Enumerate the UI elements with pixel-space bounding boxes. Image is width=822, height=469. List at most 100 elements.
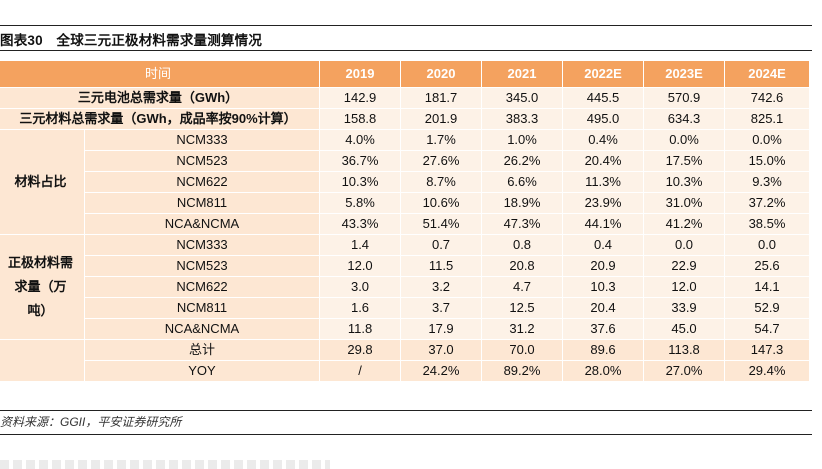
row-label: 三元电池总需求量（GWh） [0,87,321,109]
table-cell: 45.0 [643,318,726,340]
table-cell: 147.3 [724,339,811,361]
header-label: 时间 [0,60,321,88]
table-cell: 0.0% [724,129,811,151]
table-row: 三元电池总需求量（GWh） 142.9 181.7 345.0 445.5 570.9 74… [0,87,811,109]
table-cell: 22.9 [643,255,726,277]
table-cell: 345.0 [481,87,564,109]
table-cell: 26.2% [481,150,564,172]
title-rule [0,50,812,51]
table-row: NCM622 3.0 3.2 4.7 10.3 12.0 14.1 [0,276,811,298]
table-title: 图表30 全球三元正极材料需求量测算情况 [0,33,263,48]
table-cell: 0.0 [643,234,726,256]
table-bottom-rule [0,410,812,411]
table-cell: 17.9 [400,318,483,340]
table-cell: 0.4% [562,129,645,151]
table-row: NCM811 5.8% 10.6% 18.9% 23.9% 31.0% 37.2% [0,192,811,214]
row-label: YOY [83,360,321,382]
table-cell: 41.2% [643,213,726,235]
header-year: 2019 [319,60,402,88]
header-year: 2022E [562,60,645,88]
table-row: 三元材料总需求量（GWh，成品率按90%计算） 158.8 201.9 383.3 49… [0,108,811,130]
group-label-spacer [0,339,85,382]
table-cell: 51.4% [400,213,483,235]
table-cell: 12.5 [481,297,564,319]
table-cell: 113.8 [643,339,726,361]
row-label: NCM622 [83,276,321,298]
table-cell: 570.9 [643,87,726,109]
table-cell: 10.3 [562,276,645,298]
table-cell: 825.1 [724,108,811,130]
table-cell: 4.0% [319,129,402,151]
row-label: NCM333 [83,129,321,151]
table-cell: 37.6 [562,318,645,340]
table-cell: 10.3% [643,171,726,193]
bottom-rule [0,434,812,435]
table-cell: / [319,360,402,382]
header-year: 2020 [400,60,483,88]
header-year: 2023E [643,60,726,88]
table-cell: 29.8 [319,339,402,361]
table-cell: 201.9 [400,108,483,130]
table-row: 材料占比 NCM333 4.0% 1.7% 1.0% 0.4% 0.0% 0.0% [0,129,811,235]
table-cell: 495.0 [562,108,645,130]
table-cell: 0.8 [481,234,564,256]
table-cell: 20.4% [562,150,645,172]
table-cell: 17.5% [643,150,726,172]
table-cell: 20.4 [562,297,645,319]
table-cell: 634.3 [643,108,726,130]
row-label: NCA&NCMA [83,213,321,235]
table-cell: 1.4 [319,234,402,256]
table-cell: 20.8 [481,255,564,277]
table-cell: 181.7 [400,87,483,109]
table-cell: 445.5 [562,87,645,109]
table-cell: 47.3% [481,213,564,235]
table-cell: 37.2% [724,192,811,214]
table-cell: 36.7% [319,150,402,172]
table-cell: 38.5% [724,213,811,235]
row-label: NCA&NCMA [83,318,321,340]
table-cell: 27.0% [643,360,726,382]
table-row: NCA&NCMA 43.3% 51.4% 47.3% 44.1% 41.2% 38.5% [0,213,811,235]
table-cell: 1.7% [400,129,483,151]
table-row: 总计 29.8 37.0 70.0 89.6 113.8 147.3 [0,339,811,382]
table-cell: 23.9% [562,192,645,214]
table-cell: 31.0% [643,192,726,214]
table-cell: 142.9 [319,87,402,109]
faded-text-strip [0,460,330,469]
row-label: NCM523 [83,255,321,277]
table-cell: 25.6 [724,255,811,277]
table-cell: 1.6 [319,297,402,319]
table-cell: 11.5 [400,255,483,277]
table-cell: 18.9% [481,192,564,214]
row-label: 三元材料总需求量（GWh，成品率按90%计算） [0,108,321,130]
table-cell: 29.4% [724,360,811,382]
table-cell: 24.2% [400,360,483,382]
table-cell: 6.6% [481,171,564,193]
table-cell: 8.7% [400,171,483,193]
table-cell: 54.7 [724,318,811,340]
table-cell: 9.3% [724,171,811,193]
table-cell: 3.0 [319,276,402,298]
table-row: 正极材料需 求量（万 吨） NCM333 1.4 0.7 0.8 0.4 0.0 0.0 [0,234,811,340]
table-cell: 44.1% [562,213,645,235]
row-label: 总计 [83,339,321,361]
table-row: NCM811 1.6 3.7 12.5 20.4 33.9 52.9 [0,297,811,319]
table-row: NCA&NCMA 11.8 17.9 31.2 37.6 45.0 54.7 [0,318,811,340]
table-cell: 20.9 [562,255,645,277]
table-cell: 3.7 [400,297,483,319]
data-table: 时间 2019 2020 2021 2022E 2023E 2024E 三元电池… [0,60,811,382]
table-cell: 43.3% [319,213,402,235]
group-label: 正极材料需 求量（万 吨） [0,234,85,340]
table-cell: 89.6 [562,339,645,361]
row-label: NCM811 [83,297,321,319]
table-cell: 1.0% [481,129,564,151]
header-row: 时间 2019 2020 2021 2022E 2023E 2024E [0,60,811,88]
table-cell: 742.6 [724,87,811,109]
group-label-line: 吨） [27,303,54,318]
table-cell: 158.8 [319,108,402,130]
table-cell: 12.0 [643,276,726,298]
table-cell: 0.7 [400,234,483,256]
table-cell: 15.0% [724,150,811,172]
table-cell: 52.9 [724,297,811,319]
table-cell: 383.3 [481,108,564,130]
